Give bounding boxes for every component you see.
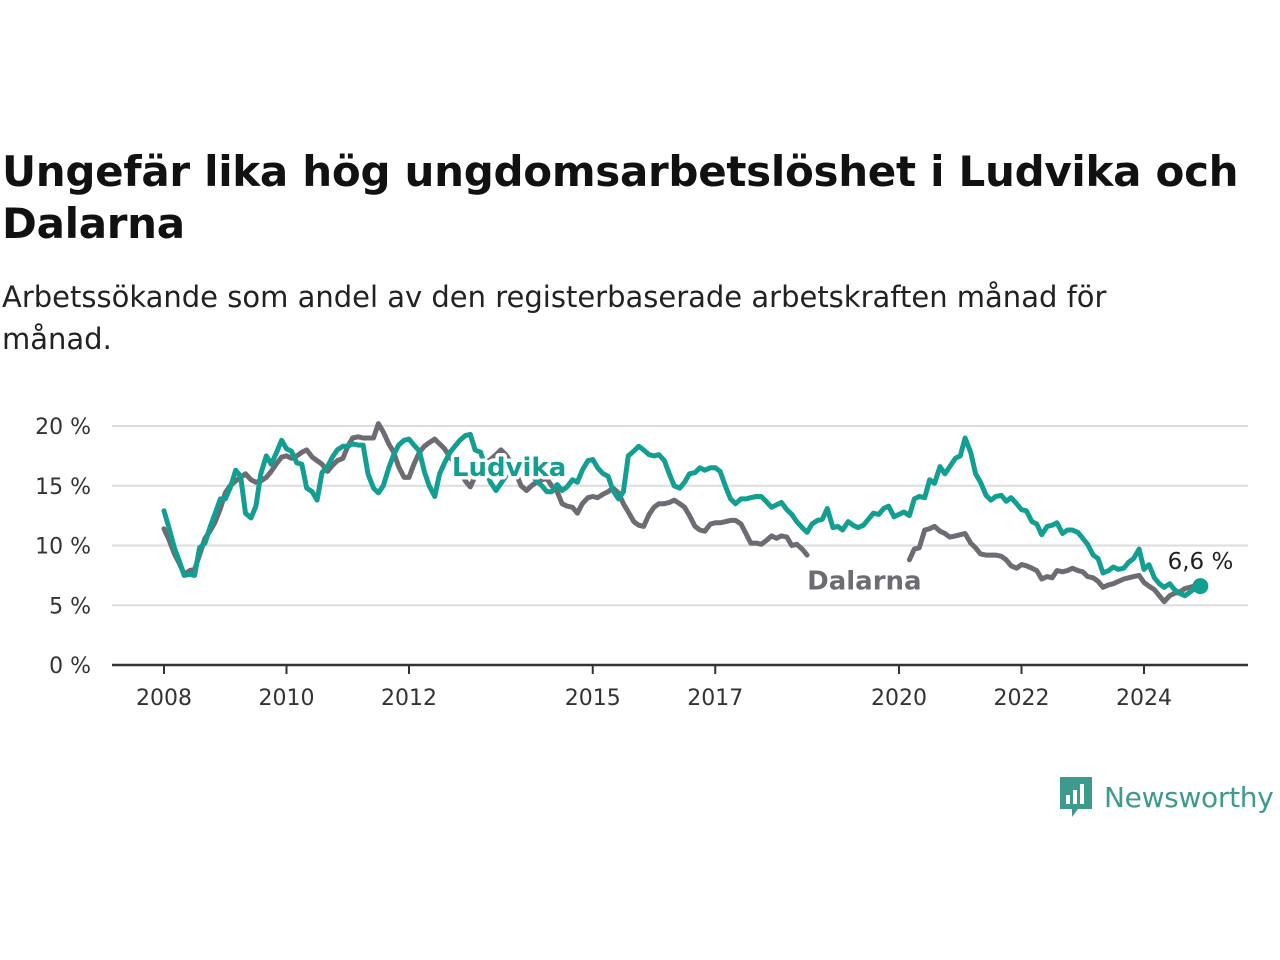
x-tick-label: 2015: [565, 686, 621, 711]
line-chart: 0 %5 %10 %15 %20 % 2008 2010 2012 2015 2017 2…: [35, 415, 1248, 711]
newsworthy-logo-icon: [1060, 777, 1092, 817]
y-tick-label: 10 %: [35, 535, 91, 560]
x-tick-label: 2020: [871, 686, 927, 711]
series-line-ludvika: [161, 431, 1203, 599]
y-tick-label: 0 %: [49, 654, 91, 679]
y-tick-label: 20 %: [35, 415, 91, 440]
y-axis-ticks: 0 % 5 % 10 % 15 % 20 %: [35, 415, 91, 679]
series-lines: [161, 421, 1203, 605]
x-tick-label: 2017: [687, 686, 743, 711]
brand-logo: Newsworthy: [1058, 773, 1274, 821]
end-value-label: 6,6 %: [1168, 549, 1234, 575]
y-tick-label: 15 %: [35, 475, 91, 500]
chart-subtitle: Arbetssökande som andel av den registerb…: [2, 280, 1107, 356]
series-label-dalarna-halo: Dalarna: [807, 567, 921, 597]
x-axis: 2008 2010 2012 2015 2017 2020 2022 2024: [112, 663, 1248, 711]
brand-name: Newsworthy: [1104, 780, 1274, 814]
series-label-ludvika-halo: Ludvika: [452, 453, 566, 483]
x-tick-label: 2022: [994, 686, 1050, 711]
x-tick-label: 2010: [259, 686, 315, 711]
gridlines: [112, 425, 1248, 607]
x-tick-label: 2024: [1116, 686, 1172, 711]
end-point-marker: [1192, 578, 1209, 595]
series-line-dalarna: [161, 421, 1203, 605]
x-tick-label: 2012: [381, 686, 437, 711]
y-tick-label: 5 %: [49, 594, 91, 619]
series-label-dalarna: Dalarna: [807, 567, 921, 597]
chart-title: Ungefär lika hög ungdomsarbetslöshet i L…: [2, 147, 1239, 248]
series-label-ludvika: Ludvika: [452, 453, 566, 483]
x-tick-label: 2008: [136, 686, 192, 711]
